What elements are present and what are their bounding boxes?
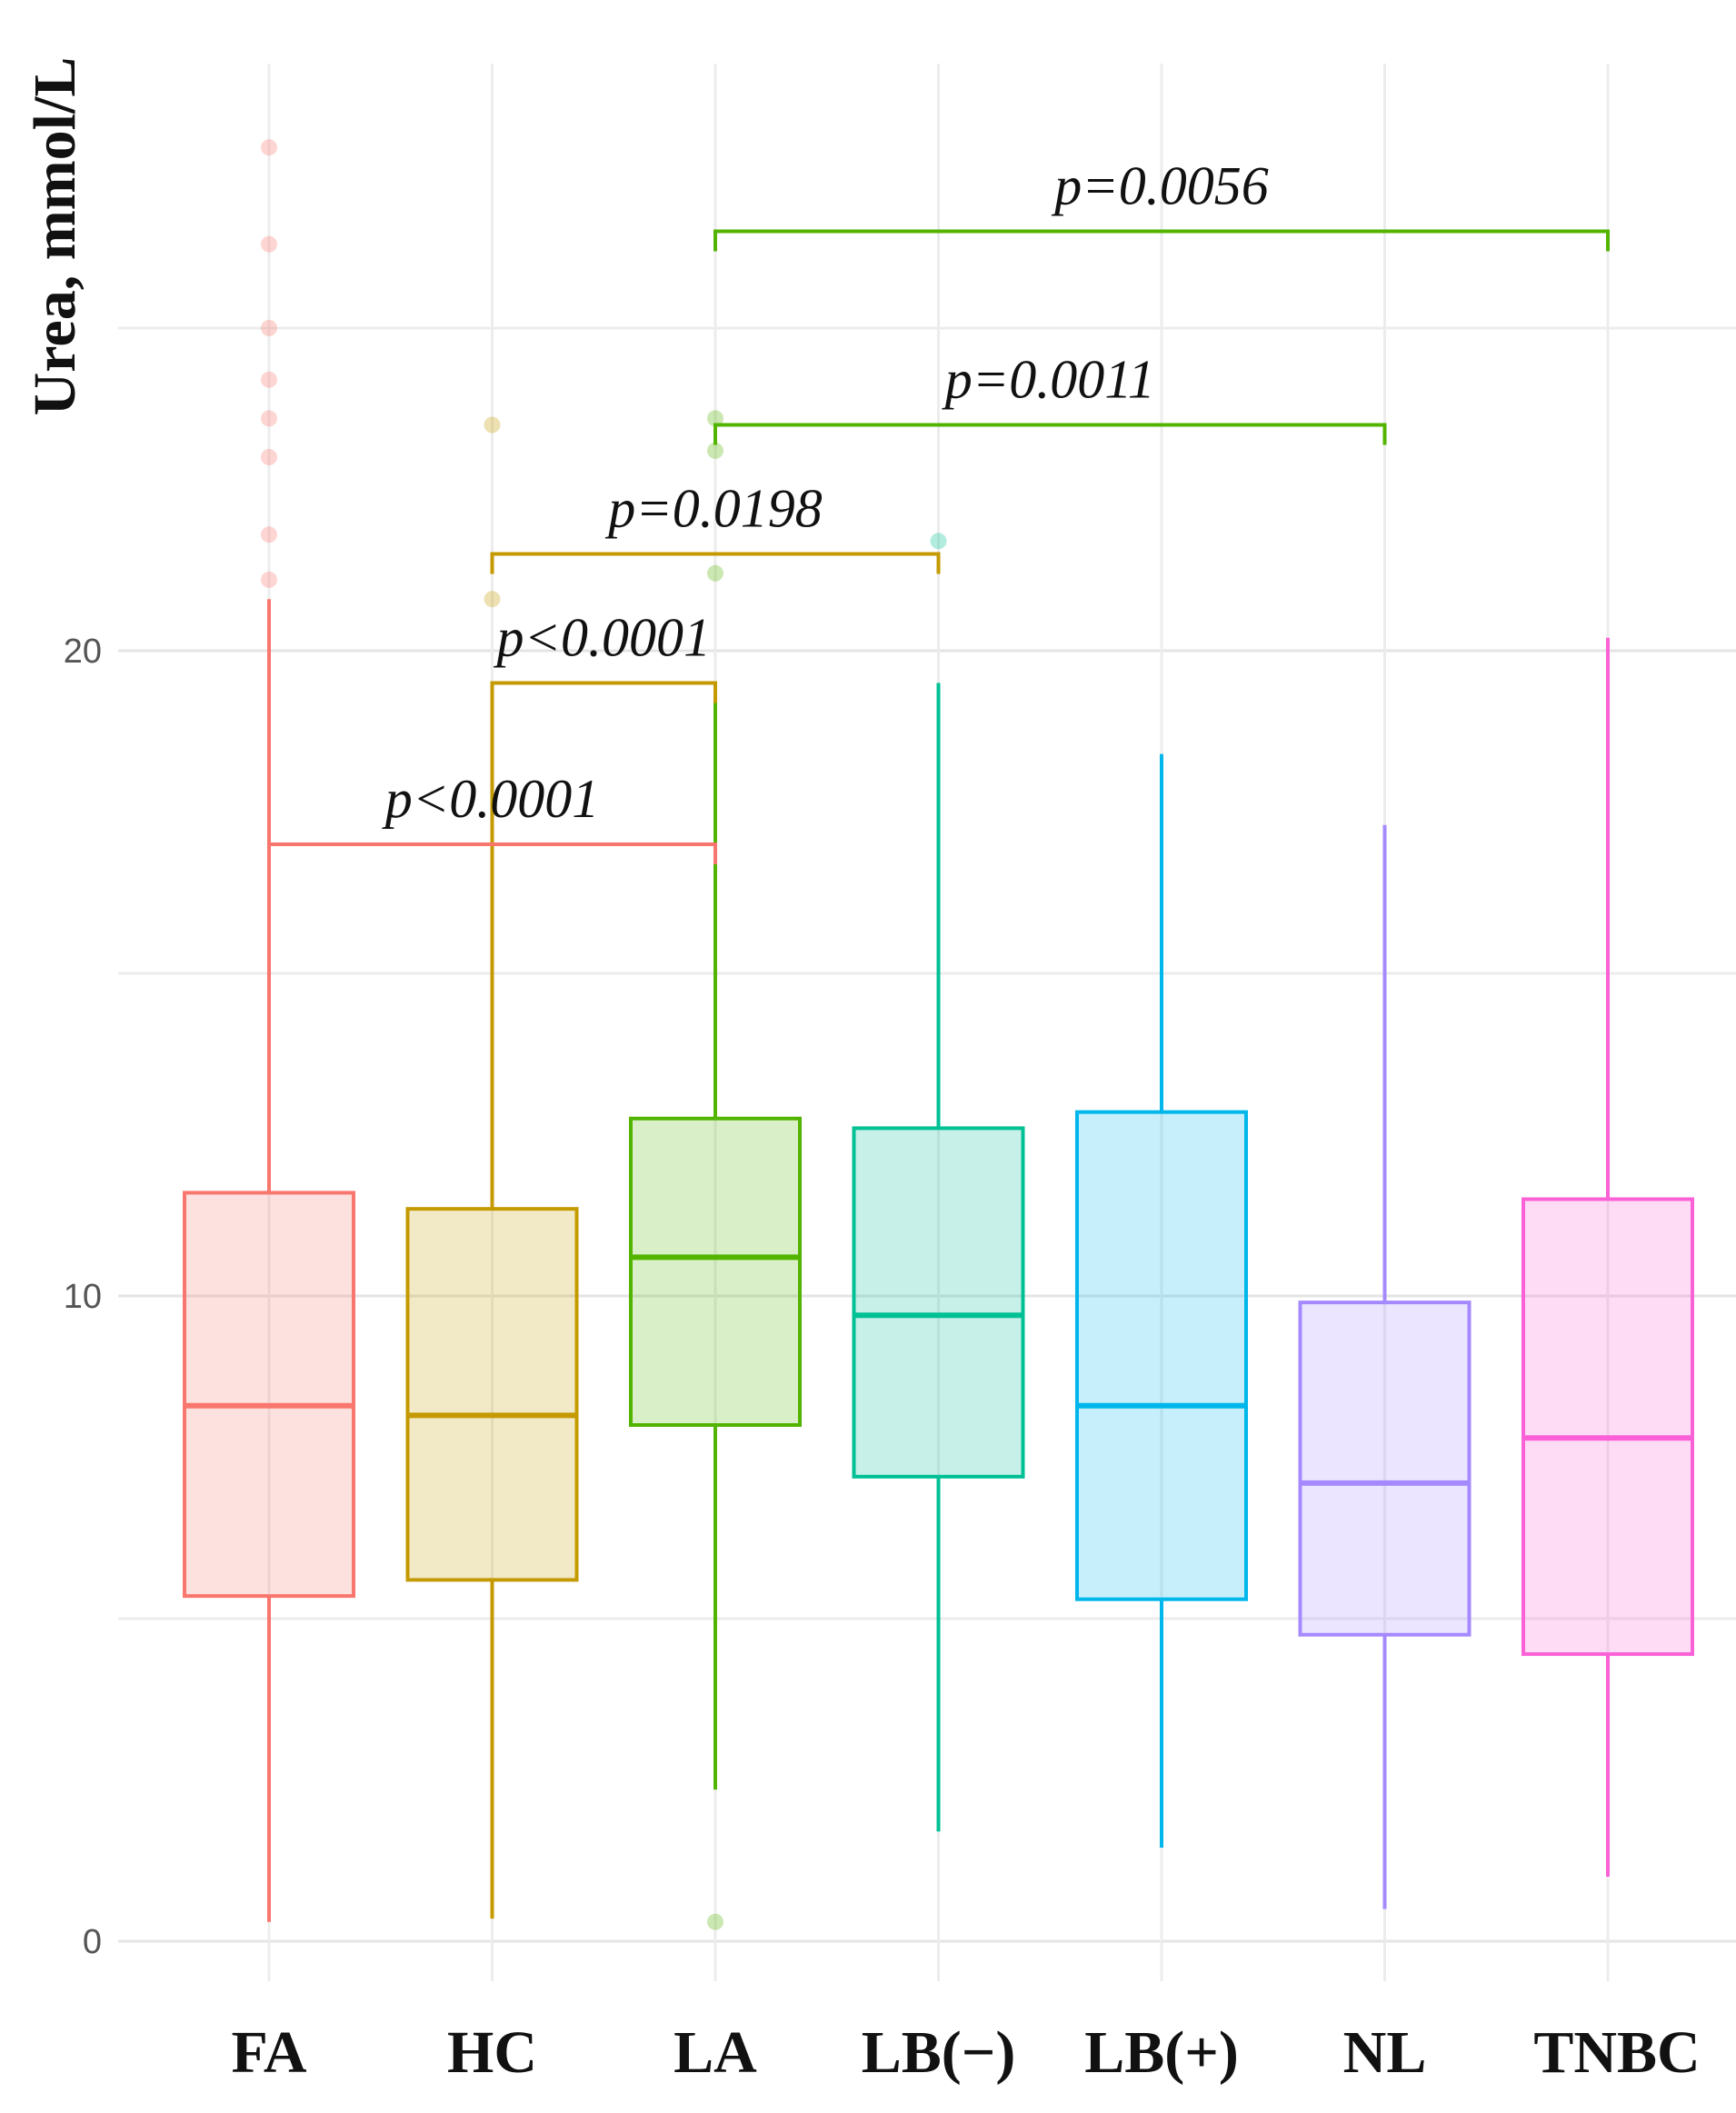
y-axis-label: Urea, mmol/L (22, 57, 88, 416)
p-value-label: p=0.0198 (604, 479, 823, 539)
outlier-point (707, 564, 723, 582)
outlier-point (261, 449, 277, 465)
p-value-label: p=0.0011 (942, 350, 1155, 410)
grid-lines (118, 64, 1736, 1981)
bracket (713, 229, 1610, 252)
y-tick-label: 10 (64, 1278, 102, 1316)
outlier-point (707, 410, 723, 427)
bracket (490, 552, 941, 574)
outlier-point (261, 571, 277, 588)
y-axis-ticks: 0 10 20 (64, 633, 102, 1961)
comparison-brackets: p<0.0001 p<0.0001 p=0.0198 p=0.0011 p=0.0056 (267, 156, 1610, 864)
x-label-nl: NL (1343, 2019, 1427, 2086)
box-la (629, 683, 802, 1790)
y-tick-label: 0 (83, 1923, 102, 1961)
outlier-point (707, 1913, 723, 1930)
outlier-point (707, 442, 723, 459)
p-value-label: p<0.0001 (494, 608, 712, 668)
p-value-label: p<0.0001 (382, 769, 600, 829)
bracket (267, 842, 717, 864)
outlier-point (261, 139, 277, 156)
outlier-point (261, 410, 277, 427)
box-iqr (629, 1116, 802, 1427)
comparison-hc-lb: p=0.0198 (490, 479, 941, 574)
x-label-lb: LB(−) (862, 2019, 1016, 2086)
box-iqr (1075, 1110, 1248, 1601)
box-tnbc (1521, 637, 1694, 1877)
outlier-point (261, 526, 277, 543)
boxes-layer (183, 599, 1694, 1922)
comparison-hc-la: p<0.0001 (490, 608, 717, 703)
y-tick-label: 20 (64, 633, 102, 671)
box-iqr (405, 1207, 579, 1582)
outlier-point (261, 371, 277, 388)
box-hc (405, 683, 579, 1919)
box-nl (1298, 824, 1472, 1909)
comparison-la-nl: p=0.0011 (713, 350, 1387, 445)
box-iqr (852, 1126, 1025, 1479)
comparison-fa-la: p<0.0001 (267, 769, 717, 864)
outlier-point (261, 320, 277, 336)
x-label-la: LA (673, 2019, 757, 2086)
comparison-la-tnbc: p=0.0056 (713, 156, 1610, 252)
x-label-tnbc: TNBC (1533, 2019, 1700, 2086)
box-iqr (1521, 1197, 1694, 1657)
bracket (713, 423, 1387, 445)
outliers-layer (261, 139, 947, 1930)
box-lb (852, 683, 1025, 1832)
outlier-point (261, 235, 277, 253)
outlier-point (484, 416, 501, 434)
outlier-point (484, 591, 501, 608)
x-label-lb: LB(+) (1084, 2019, 1239, 2086)
box-fa (183, 599, 355, 1922)
p-value-label: p=0.0056 (1051, 156, 1269, 216)
bracket (490, 681, 717, 703)
x-axis-labels: FA HC LA LB(−) LB(+) NL TNBC (231, 2019, 1700, 2086)
box-iqr (1298, 1301, 1472, 1637)
x-label-fa: FA (231, 2019, 306, 2086)
box-lb (1075, 753, 1248, 1849)
box-iqr (183, 1191, 355, 1599)
x-label-hc: HC (447, 2019, 537, 2086)
outlier-point (930, 533, 947, 550)
